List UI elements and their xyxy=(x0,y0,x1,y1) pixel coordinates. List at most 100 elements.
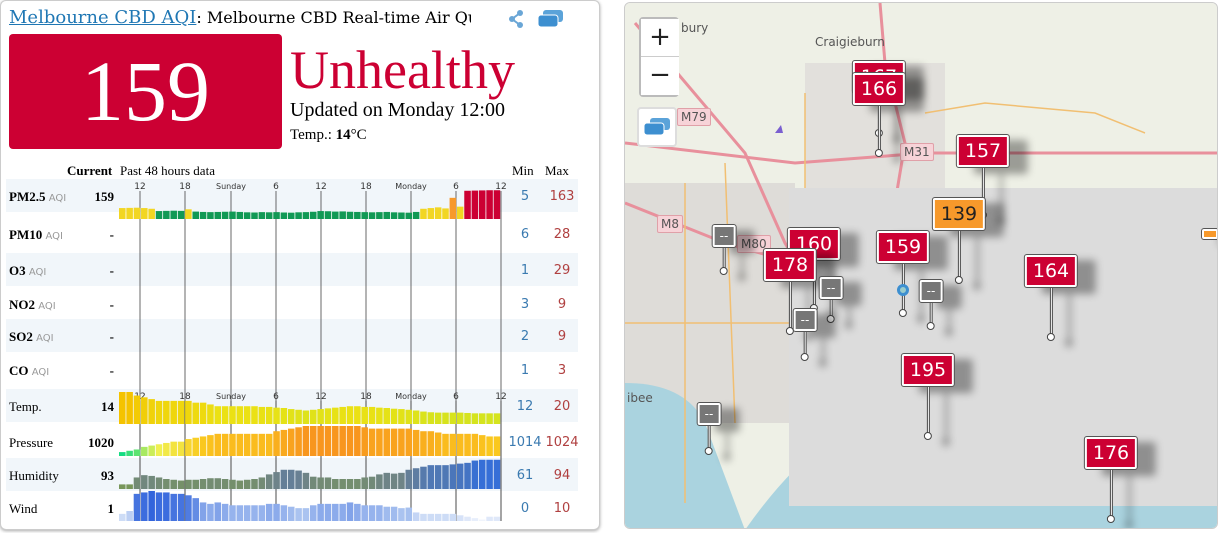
bar-pressure xyxy=(398,428,405,456)
marker-stem xyxy=(957,230,961,278)
bar-temp xyxy=(442,412,449,424)
bar-temp xyxy=(229,406,236,424)
tick-label: 18 xyxy=(179,392,191,402)
station-link[interactable]: Melbourne CBD AQI xyxy=(9,7,197,28)
bar-temp xyxy=(126,392,133,424)
aqi-station-marker[interactable]: -- xyxy=(918,279,944,330)
bar-pm25 xyxy=(229,211,236,219)
tick-label: 6 xyxy=(273,392,279,402)
bar-pressure xyxy=(412,429,420,456)
aqi-station-marker[interactable]: -- xyxy=(696,402,722,455)
marker-dot xyxy=(826,315,835,323)
bar-wind xyxy=(229,505,236,521)
marker-label: 157 xyxy=(955,134,1011,168)
bar-wind xyxy=(287,506,295,521)
share-icon[interactable] xyxy=(506,9,526,29)
bar-humidity xyxy=(317,477,324,489)
bar-wind xyxy=(346,502,354,521)
bar-humidity xyxy=(265,474,273,489)
bar-pressure xyxy=(163,442,170,456)
marker-dot xyxy=(926,322,935,330)
row-label: Humidity xyxy=(9,468,59,484)
bar-pressure xyxy=(449,433,457,456)
bar-wind xyxy=(493,516,501,521)
aqi-station-marker[interactable]: 176 xyxy=(1083,436,1139,523)
aqi-station-marker[interactable]: 159 xyxy=(875,230,931,317)
tick-label: 12 xyxy=(495,182,506,192)
bar-temp xyxy=(456,412,464,424)
marker-stem xyxy=(788,281,792,329)
bar-wind xyxy=(324,503,332,521)
bar-humidity xyxy=(133,477,141,489)
row-current: - xyxy=(109,297,114,312)
bar-wind xyxy=(199,502,207,521)
bar-humidity xyxy=(287,469,295,489)
zoom-out-button[interactable]: − xyxy=(641,57,679,95)
tick-label: 12 xyxy=(495,392,506,402)
aqi-station-marker[interactable]: -- xyxy=(818,276,844,323)
aqi-station-marker[interactable]: 157 xyxy=(955,134,1011,219)
aqi-station-marker[interactable] xyxy=(1201,228,1217,240)
bar-pm25 xyxy=(126,207,133,219)
map[interactable]: bury Craigieburn ibee M79 M31 M8 M80 167… xyxy=(624,2,1218,529)
bar-wind xyxy=(243,505,251,521)
bar-pressure xyxy=(229,433,236,456)
bar-temp xyxy=(339,406,346,424)
bar-temp xyxy=(346,406,354,424)
bar-pm25 xyxy=(398,212,405,219)
bar-temp xyxy=(434,412,442,424)
bar-pm25 xyxy=(185,209,192,219)
aqi-station-marker[interactable]: 195 xyxy=(900,353,956,440)
row-min: 2 xyxy=(520,329,530,344)
bar-humidity xyxy=(170,479,177,489)
bar-pm25 xyxy=(478,190,486,219)
bar-pressure xyxy=(221,433,229,456)
bar-temp xyxy=(141,397,148,424)
marker-stem xyxy=(722,247,726,269)
bar-wind xyxy=(119,513,126,521)
bar-humidity xyxy=(368,476,376,489)
row-max: 20 xyxy=(553,399,571,414)
bar-pressure xyxy=(251,433,258,456)
row-name: Wind xyxy=(9,501,38,516)
zoom-in-button[interactable]: + xyxy=(641,19,679,57)
bar-wind xyxy=(221,503,229,521)
row-unit: AQI xyxy=(28,267,47,278)
aqi-station-marker[interactable]: 139 xyxy=(931,197,987,284)
bar-pressure xyxy=(310,426,317,456)
bar-wind xyxy=(420,513,427,521)
row-max: 9 xyxy=(557,329,567,344)
bar-pressure xyxy=(148,445,155,456)
row-min: 1 xyxy=(520,263,530,278)
bar-pressure xyxy=(258,433,266,456)
bar-humidity xyxy=(361,477,368,489)
aqi-value-box: 159 xyxy=(9,34,282,149)
marker-label: 166 xyxy=(851,72,907,106)
place-label: bury xyxy=(681,21,709,35)
bar-humidity xyxy=(493,459,501,489)
bar-pm25 xyxy=(170,210,177,219)
bar-wind xyxy=(170,493,177,521)
bar-pm25 xyxy=(376,212,383,219)
table-row: O3 AQI - 1 29 xyxy=(6,253,578,286)
bar-pressure xyxy=(368,428,376,456)
layers-button[interactable] xyxy=(637,107,677,147)
layers-icon[interactable] xyxy=(537,9,565,29)
bar-pm25 xyxy=(236,211,244,219)
bar-humidity xyxy=(383,472,391,489)
aqi-station-marker[interactable]: 166 xyxy=(851,72,907,157)
bar-humidity xyxy=(478,459,486,489)
aqi-station-marker[interactable]: -- xyxy=(711,224,737,275)
marker-dot xyxy=(1106,515,1115,523)
bar-temp xyxy=(383,408,391,424)
bar-humidity xyxy=(427,465,435,489)
aqi-station-marker[interactable]: 178 xyxy=(762,248,818,335)
road-label: M8 xyxy=(657,215,683,233)
bar-pressure xyxy=(354,426,361,456)
bar-pressure xyxy=(192,437,200,456)
bar-wind xyxy=(258,505,266,521)
aqi-station-marker[interactable]: -- xyxy=(792,308,818,361)
bar-humidity xyxy=(420,466,427,489)
aqi-station-marker[interactable]: 164 xyxy=(1023,254,1079,341)
bar-pressure xyxy=(236,433,244,456)
